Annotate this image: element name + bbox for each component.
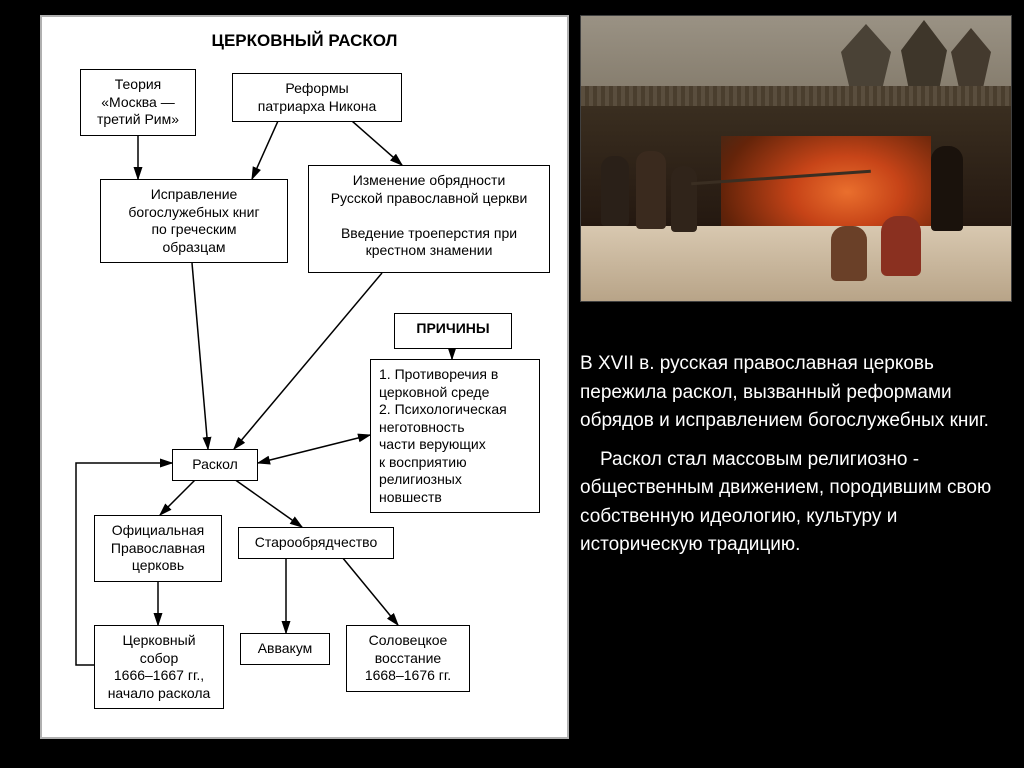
diagram-title: ЦЕРКОВНЫЙ РАСКОЛ: [42, 31, 567, 51]
node-causes_list: 1. Противоречия в церковной среде2. Псих…: [370, 359, 540, 513]
node-reforms: Реформыпатриарха Никона: [232, 73, 402, 122]
edge-raskol-official: [160, 479, 196, 515]
node-changes: Изменение обрядностиРусской православной…: [308, 165, 550, 273]
edge-reforms-changes: [352, 121, 402, 165]
node-raskol: Раскол: [172, 449, 258, 481]
node-theory: Теория«Москва —третий Рим»: [80, 69, 196, 136]
side-text-panel: В XVII в. русская православная церковь п…: [580, 350, 1000, 570]
node-causes: ПРИЧИНЫ: [394, 313, 512, 349]
side-text-p2: Раскол стал массовым религиозно - общест…: [580, 446, 1000, 560]
node-sobor: Церковныйсобор1666–1667 гг.,начало раско…: [94, 625, 224, 709]
diagram-panel: ЦЕРКОВНЫЙ РАСКОЛ Теория«Москва —третий Р…: [40, 15, 569, 739]
edge-correction-raskol: [192, 263, 208, 449]
illustration-painting: [580, 15, 1012, 302]
edge-raskol-old_believers: [234, 479, 302, 527]
node-avvakum: Аввакум: [240, 633, 330, 665]
node-correction: Исправлениебогослужебных книгпо гречески…: [100, 179, 288, 263]
node-old_believers: Старообрядчество: [238, 527, 394, 559]
edge-raskol-causes_list: [258, 435, 370, 463]
edge-reforms-correction: [252, 121, 278, 179]
edge-old_believers-solovetsky: [342, 557, 398, 625]
node-solovetsky: Соловецкоевосстание1668–1676 гг.: [346, 625, 470, 692]
edge-changes-raskol: [234, 273, 382, 449]
node-official: ОфициальнаяПравославнаяцерковь: [94, 515, 222, 582]
side-text-p1: В XVII в. русская православная церковь п…: [580, 350, 1000, 436]
